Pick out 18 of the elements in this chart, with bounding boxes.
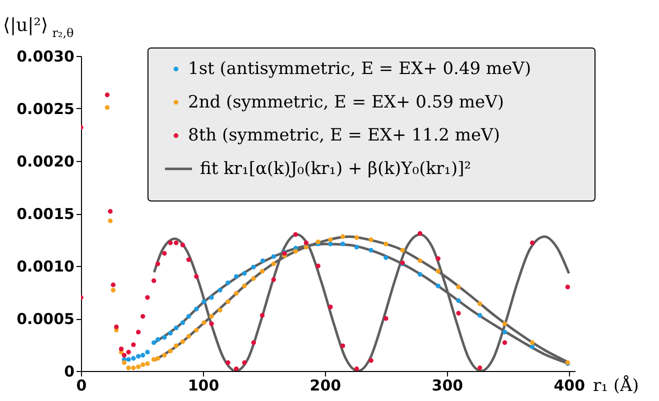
- y-tick-label: 0.0020: [16, 152, 74, 170]
- y-axis-title: ⟨|u|²⟩r₂,θ: [3, 15, 74, 40]
- x-tick-label: 200: [310, 376, 342, 394]
- x-tick-label: 0: [76, 376, 87, 394]
- legend-label: 2nd (symmetric, E = EX+ 0.59 meV): [188, 92, 504, 112]
- x-tick-label: 300: [432, 376, 464, 394]
- x-axis-title: r₁ (Å): [593, 375, 639, 396]
- y-tick-label: 0.0030: [16, 48, 74, 66]
- legend-label: 8th (symmetric, E = EX+ 11.2 meV): [188, 126, 500, 146]
- y-tick-label: 0.0010: [16, 258, 74, 276]
- y-tick-label: 0: [64, 362, 74, 380]
- legend-label: 1st (antisymmetric, E = EX+ 0.49 meV): [188, 59, 532, 79]
- x-tick-label: 400: [554, 376, 586, 394]
- y-tick-label: 0.0025: [16, 100, 74, 118]
- y-tick-label: 0.0005: [16, 310, 74, 328]
- y-tick-label: 0.0015: [16, 205, 74, 223]
- x-tick-label: 100: [188, 376, 220, 394]
- legend-label: fit kr₁[α(k)J₀(kr₁) + β(k)Y₀(kr₁)]²: [200, 158, 472, 179]
